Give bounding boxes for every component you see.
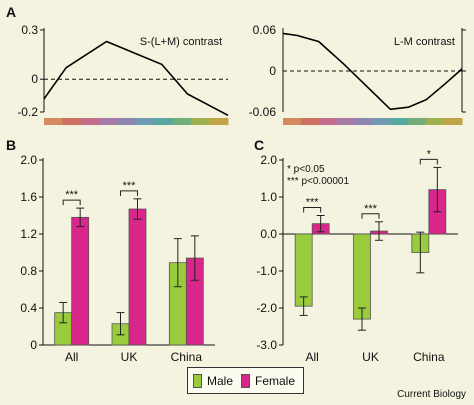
contrast-annotation: S-(L+M) contrast [140,36,222,48]
y-tick-label: 0 [30,338,37,352]
y-tick-label: 0.06 [253,23,277,37]
y-tick-label: 0 [269,64,276,78]
spectrum-strip-segment [372,118,391,125]
x-tick-label: China [413,350,445,364]
y-tick-label: -3.0 [256,338,277,352]
spectrum-strip-segment [354,118,373,125]
spectrum-strip-segment [99,118,119,125]
contrast-line [43,40,229,117]
spectrum-strip-segment [44,118,63,125]
y-tick-label: -2.0 [256,301,277,315]
spectrum-strip-segment [209,118,229,125]
bar-female-uk [128,208,147,346]
significance-bracket [361,213,380,219]
significance-marker: *** [123,180,137,192]
legend: Male Female [187,367,304,394]
significance-marker: *** [65,189,79,201]
spectrum-strip-segment [390,118,409,125]
y-tick-label: 2.0 [20,153,37,167]
legend-label-female: Female [254,373,295,388]
chart-s-lm-contrast: 0.3 0 -0.2 S-(L+M) contrast [17,23,229,125]
significance-note: *** p<0.00001 [287,176,349,187]
spectrum-strip-segment [283,118,302,125]
significance-bracket [419,158,438,165]
spectrum-strip-segment [300,118,320,125]
y-tick-label: 2.0 [260,153,277,167]
bar-male-all [294,233,313,307]
spectrum-strip-segment [444,118,463,125]
chart-panel-b: 0 0.4 0.8 1.2 1.6 2.0 All *** UK *** China [20,153,215,364]
chart-panel-c: 2.0 1.0 0.0 -1.0 -2.0 -3.0 All *** UK *** China * * … [256,148,458,364]
spectrum-strip-segment [426,118,445,125]
bar-male-uk [353,233,371,320]
spectrum-strip-segment [336,118,356,125]
spectrum-strip-segment [80,118,100,125]
panel-label-c: C [254,137,264,153]
panel-label-a: A [6,4,16,20]
legend-label-male: Male [206,373,233,388]
y-tick-label: 0.3 [21,23,38,37]
y-tick-label: 0.8 [20,264,37,278]
significance-note: * p<0.05 [287,164,325,175]
chart-l-m-contrast: 0.06 0 -0.06 L-M contrast [249,23,466,125]
significance-bracket [120,190,138,196]
spectrum-strip-segment [318,118,338,125]
spectrum-strip-segment [408,118,427,125]
spectrum-strip-segment [117,118,137,125]
spectrum-strip-segment [172,118,192,125]
x-tick-label: UK [362,350,379,364]
spectrum-strip-segment [191,118,211,125]
credit-text: Current Biology [397,389,466,400]
legend-swatch-female [241,373,250,388]
significance-marker: *** [306,197,320,209]
contrast-line [282,32,463,111]
significance-bracket [303,207,322,213]
significance-bracket [62,199,81,206]
legend-swatch-male [193,373,202,388]
spectrum-strip-segment [136,118,155,125]
spectrum-strip-segment [154,118,174,125]
y-tick-label: 0.4 [20,301,37,315]
y-tick-label: 1.6 [20,190,37,204]
x-tick-label: UK [121,350,138,364]
significance-marker: *** [364,203,378,215]
y-tick-label: 1.0 [260,190,277,204]
panel-label-b: B [6,137,16,153]
y-tick-label: -1.0 [256,264,277,278]
y-tick-label: 0.0 [260,227,277,241]
bar-female-all [71,216,90,346]
spectrum-strip-segment [62,118,82,125]
y-tick-label: -0.06 [249,105,277,119]
y-tick-label: 0 [31,72,38,86]
x-tick-label: All [305,350,318,364]
x-tick-label: All [65,350,78,364]
x-tick-label: China [171,350,203,364]
y-tick-label: 1.2 [20,227,37,241]
y-tick-label: -0.2 [17,105,38,119]
contrast-annotation: L-M contrast [394,36,455,48]
significance-marker: * [427,148,432,160]
